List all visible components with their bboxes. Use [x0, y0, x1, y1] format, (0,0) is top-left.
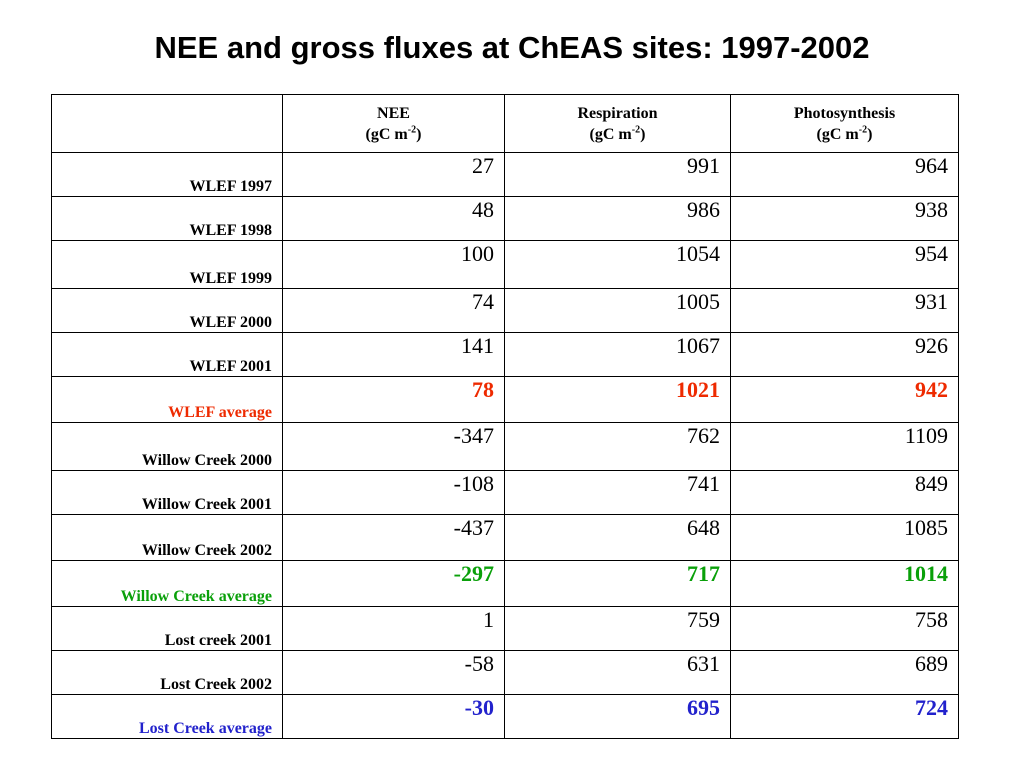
table-row: WLEF 1999 100 1054 954 [51, 240, 959, 289]
nee-value: 1 [282, 606, 505, 651]
nee-value: -30 [282, 694, 505, 739]
photosynthesis-value: 964 [730, 152, 959, 197]
table-row: Willow Creek 2002 -437 648 1085 [51, 514, 959, 561]
respiration-value: 648 [504, 514, 731, 561]
flux-table: NEE (gC m-2) Respiration (gC m-2) Photos… [51, 94, 959, 739]
photosynthesis-value: 689 [730, 650, 959, 695]
row-label: WLEF 1999 [51, 240, 283, 289]
nee-value: -437 [282, 514, 505, 561]
nee-value: -58 [282, 650, 505, 695]
nee-value: 78 [282, 376, 505, 423]
respiration-value: 631 [504, 650, 731, 695]
table-row-wlef-average: WLEF average 78 1021 942 [51, 376, 959, 423]
header-nee-name: NEE [377, 104, 410, 122]
respiration-value: 717 [504, 560, 731, 607]
photosynthesis-value: 926 [730, 332, 959, 377]
header-photosynthesis: Photosynthesis (gC m-2) [730, 94, 959, 153]
respiration-value: 986 [504, 196, 731, 241]
page-title: NEE and gross fluxes at ChEAS sites: 199… [154, 30, 870, 65]
nee-value: 74 [282, 288, 505, 333]
respiration-value: 741 [504, 470, 731, 515]
row-label: Willow Creek average [51, 560, 283, 607]
photosynthesis-value: 942 [730, 376, 959, 423]
photosynthesis-value: 724 [730, 694, 959, 739]
header-photosynthesis-name: Photosynthesis [793, 104, 896, 122]
photosynthesis-value: 1085 [730, 514, 959, 561]
table-row: WLEF 1998 48 986 938 [51, 196, 959, 241]
table-row: WLEF 2000 74 1005 931 [51, 288, 959, 333]
respiration-value: 1021 [504, 376, 731, 423]
table-row: Lost Creek 2002 -58 631 689 [51, 650, 959, 695]
row-label: WLEF average [51, 376, 283, 423]
header-nee-unit: (gC m-2) [365, 124, 422, 143]
respiration-value: 762 [504, 422, 731, 471]
respiration-value: 1005 [504, 288, 731, 333]
photosynthesis-value: 954 [730, 240, 959, 289]
respiration-value: 759 [504, 606, 731, 651]
nee-value: -297 [282, 560, 505, 607]
nee-value: -347 [282, 422, 505, 471]
header-blank-cell [51, 94, 283, 153]
header-respiration: Respiration (gC m-2) [504, 94, 731, 153]
table-row-willow-creek-average: Willow Creek average -297 717 1014 [51, 560, 959, 607]
nee-value: 100 [282, 240, 505, 289]
header-respiration-unit: (gC m-2) [589, 124, 646, 143]
respiration-value: 991 [504, 152, 731, 197]
photosynthesis-value: 1109 [730, 422, 959, 471]
row-label: Willow Creek 2000 [51, 422, 283, 471]
table-row-lost-creek-average: Lost Creek average -30 695 724 [51, 694, 959, 739]
nee-value: 48 [282, 196, 505, 241]
row-label: WLEF 1998 [51, 196, 283, 241]
row-label: Lost creek 2001 [51, 606, 283, 651]
table-row: WLEF 2001 141 1067 926 [51, 332, 959, 377]
row-label: WLEF 2000 [51, 288, 283, 333]
table-header-row: NEE (gC m-2) Respiration (gC m-2) Photos… [51, 94, 959, 153]
table-row: Willow Creek 2001 -108 741 849 [51, 470, 959, 515]
row-label: Willow Creek 2002 [51, 514, 283, 561]
nee-value: -108 [282, 470, 505, 515]
nee-value: 141 [282, 332, 505, 377]
respiration-value: 695 [504, 694, 731, 739]
respiration-value: 1067 [504, 332, 731, 377]
photosynthesis-value: 849 [730, 470, 959, 515]
row-label: WLEF 2001 [51, 332, 283, 377]
row-label: WLEF 1997 [51, 152, 283, 197]
row-label: Willow Creek 2001 [51, 470, 283, 515]
row-label: Lost Creek 2002 [51, 650, 283, 695]
respiration-value: 1054 [504, 240, 731, 289]
photosynthesis-value: 1014 [730, 560, 959, 607]
photosynthesis-value: 758 [730, 606, 959, 651]
photosynthesis-value: 938 [730, 196, 959, 241]
row-label: Lost Creek average [51, 694, 283, 739]
nee-value: 27 [282, 152, 505, 197]
header-respiration-name: Respiration [577, 104, 658, 122]
photosynthesis-value: 931 [730, 288, 959, 333]
table-row: Willow Creek 2000 -347 762 1109 [51, 422, 959, 471]
header-photosynthesis-unit: (gC m-2) [816, 124, 873, 143]
table-row: WLEF 1997 27 991 964 [51, 152, 959, 197]
header-nee: NEE (gC m-2) [282, 94, 505, 153]
table-row: Lost creek 2001 1 759 758 [51, 606, 959, 651]
